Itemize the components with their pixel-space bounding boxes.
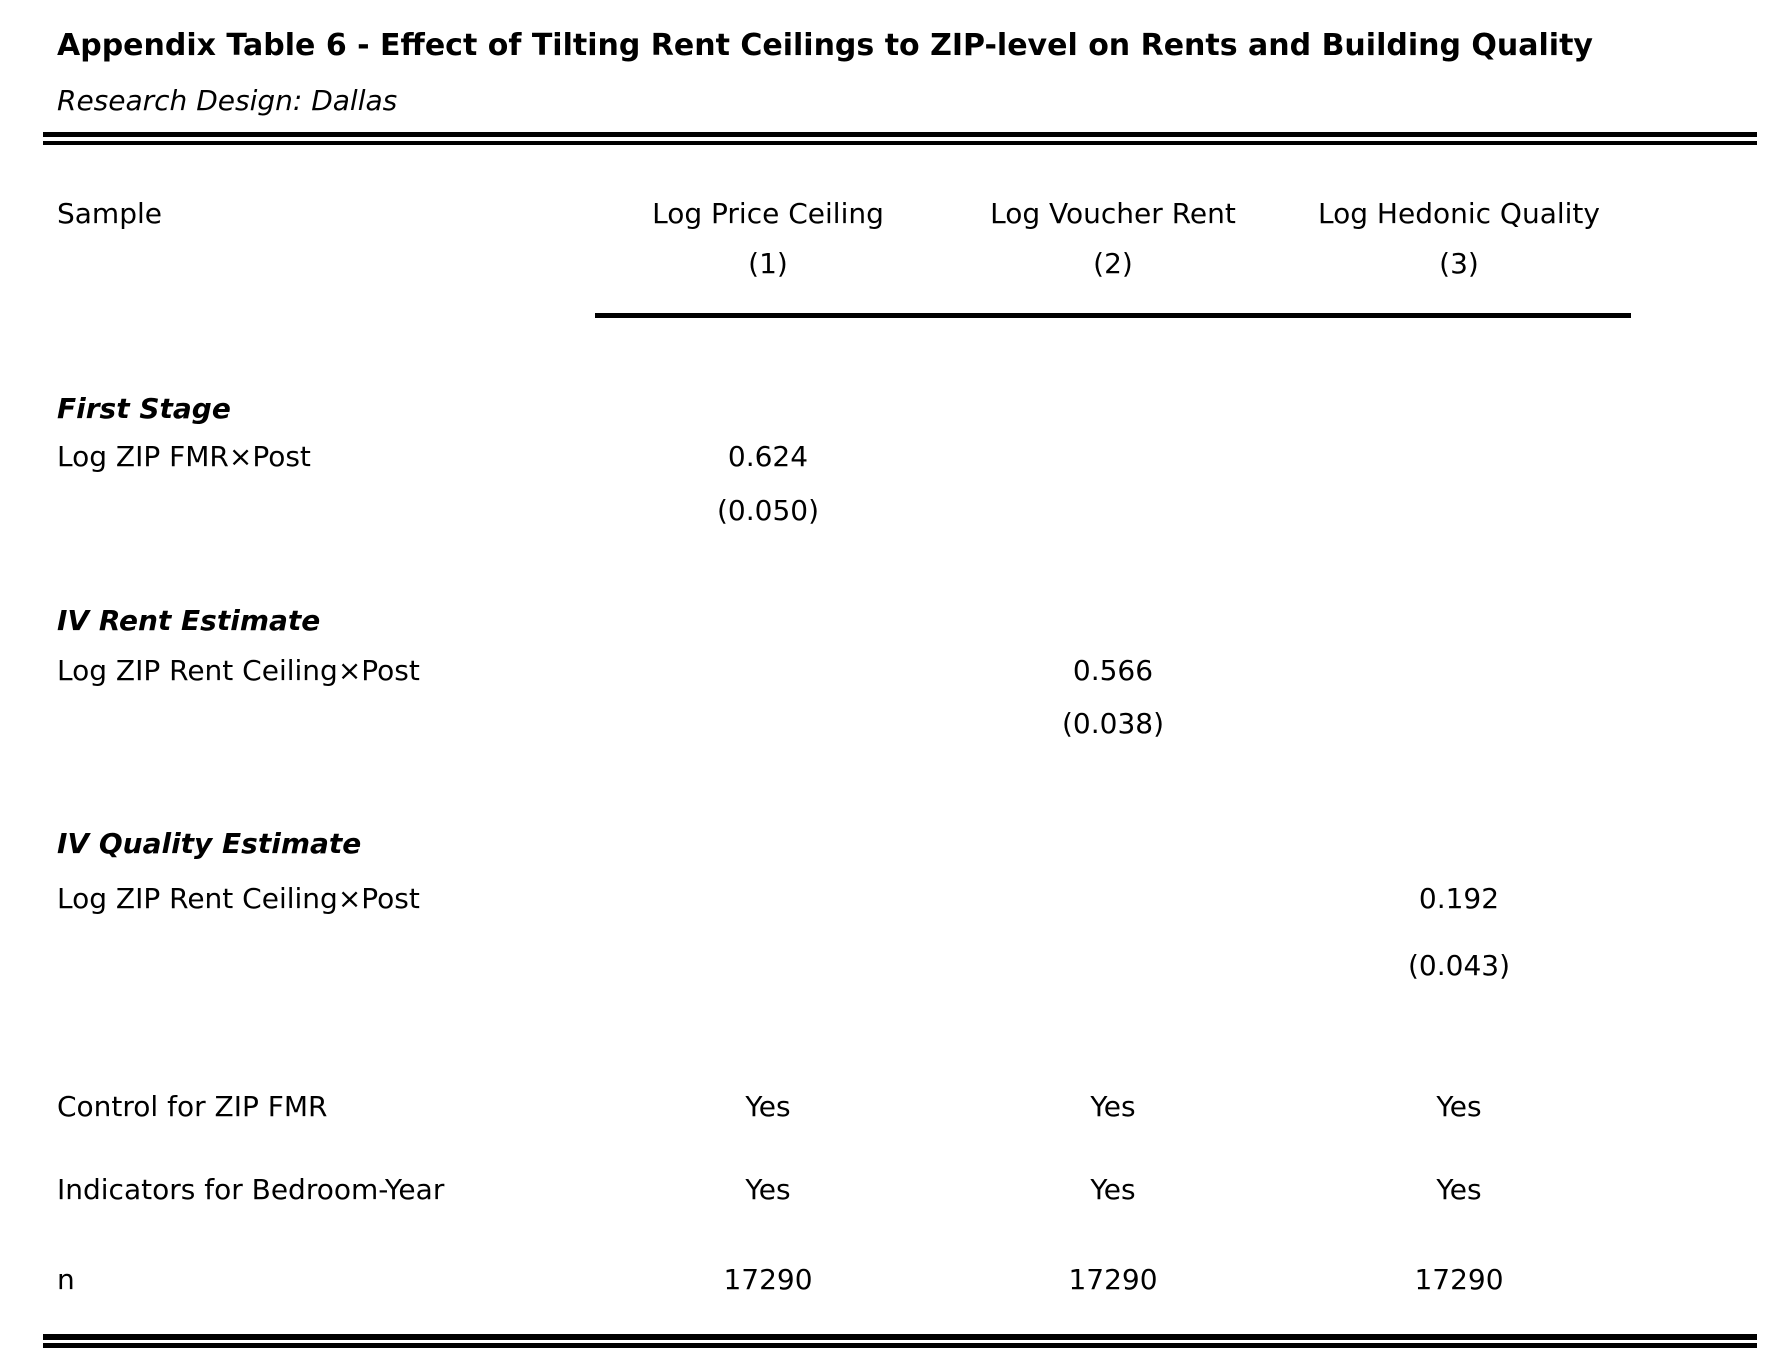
row-label-log-zip-rent-ceiling-post-quality: Log ZIP Rent Ceiling×Post bbox=[57, 882, 420, 915]
top-rule-upper bbox=[43, 132, 1757, 137]
bottom-rule-upper bbox=[43, 1334, 1757, 1340]
section-heading-iv-rent-estimate: IV Rent Estimate bbox=[57, 604, 321, 637]
research-design-subtitle: Research Design: Dallas bbox=[57, 84, 398, 117]
row-label-log-zip-fmr-post: Log ZIP FMR×Post bbox=[57, 440, 311, 473]
section-heading-first-stage: First Stage bbox=[57, 392, 231, 425]
n-col2: 17290 bbox=[1068, 1263, 1158, 1296]
column-header-log-price-ceiling: Log Price Ceiling bbox=[652, 197, 884, 230]
n-col3: 17290 bbox=[1414, 1263, 1504, 1296]
header-underline bbox=[595, 313, 1631, 318]
control-fmr-col2: Yes bbox=[1090, 1090, 1136, 1123]
indicators-bedroom-col1: Yes bbox=[745, 1173, 791, 1206]
column-number-3: (3) bbox=[1439, 247, 1479, 280]
sample-header-label: Sample bbox=[57, 197, 162, 230]
iv-rent-std-error: (0.038) bbox=[1061, 707, 1164, 740]
section-heading-iv-quality-estimate: IV Quality Estimate bbox=[57, 827, 362, 860]
table-title: Appendix Table 6 - Effect of Tilting Ren… bbox=[57, 28, 1593, 63]
column-number-2: (2) bbox=[1093, 247, 1133, 280]
indicators-bedroom-col2: Yes bbox=[1090, 1173, 1136, 1206]
column-number-1: (1) bbox=[748, 247, 788, 280]
first-stage-std-error: (0.050) bbox=[716, 494, 819, 527]
row-label-log-zip-rent-ceiling-post-rent: Log ZIP Rent Ceiling×Post bbox=[57, 654, 420, 687]
iv-rent-estimate-value: 0.566 bbox=[1072, 654, 1154, 687]
first-stage-estimate: 0.624 bbox=[727, 440, 809, 473]
control-fmr-col3: Yes bbox=[1436, 1090, 1482, 1123]
n-col1: 17290 bbox=[723, 1263, 813, 1296]
iv-quality-std-error: (0.043) bbox=[1407, 949, 1510, 982]
iv-quality-estimate-value: 0.192 bbox=[1418, 882, 1500, 915]
bottom-rule-lower bbox=[43, 1343, 1757, 1348]
indicators-bedroom-col3: Yes bbox=[1436, 1173, 1482, 1206]
row-label-indicators-bedroom-year: Indicators for Bedroom-Year bbox=[57, 1173, 445, 1206]
row-label-control-for-zip-fmr: Control for ZIP FMR bbox=[57, 1090, 328, 1123]
row-label-n: n bbox=[57, 1263, 75, 1296]
top-rule-lower bbox=[43, 141, 1757, 145]
control-fmr-col1: Yes bbox=[745, 1090, 791, 1123]
column-header-log-voucher-rent: Log Voucher Rent bbox=[990, 197, 1236, 230]
column-header-log-hedonic-quality: Log Hedonic Quality bbox=[1318, 197, 1600, 230]
